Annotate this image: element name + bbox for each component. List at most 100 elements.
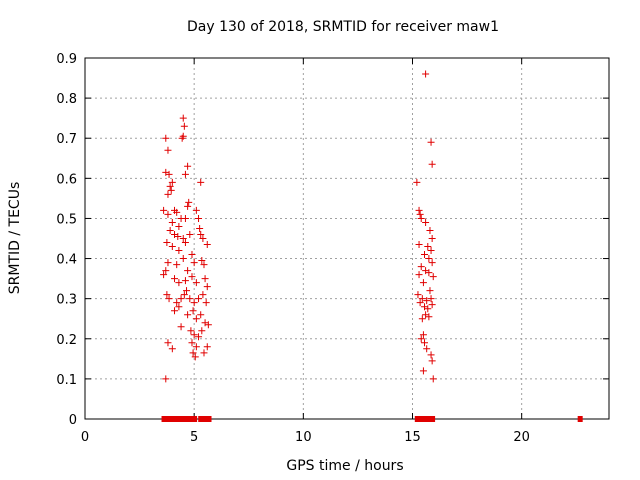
data-point-marker bbox=[425, 313, 433, 321]
data-point-marker bbox=[417, 214, 425, 222]
data-point-marker bbox=[179, 114, 187, 122]
data-point-marker bbox=[427, 351, 435, 359]
data-point-marker bbox=[175, 247, 183, 255]
data-point-marker bbox=[160, 271, 168, 279]
zero-point-marker bbox=[206, 416, 212, 422]
data-point-marker bbox=[428, 301, 436, 309]
data-point-marker bbox=[422, 70, 430, 78]
data-point-marker bbox=[423, 345, 431, 353]
x-tick-labels: 0 5 10 15 20 bbox=[81, 430, 530, 445]
data-point-marker bbox=[181, 239, 189, 247]
data-point-marker bbox=[195, 214, 203, 222]
y-axis-label: SRMTID / TECUs bbox=[7, 182, 23, 295]
y-tick-label: 0.5 bbox=[56, 212, 77, 227]
data-point-marker bbox=[413, 178, 421, 186]
data-point-marker bbox=[181, 170, 189, 178]
data-point-marker bbox=[422, 218, 430, 226]
chart-title: Day 130 of 2018, SRMTID for receiver maw… bbox=[187, 19, 499, 35]
data-point-marker bbox=[187, 327, 195, 335]
data-point-marker bbox=[427, 138, 435, 146]
data-point-marker bbox=[417, 263, 425, 271]
data-point-marker bbox=[204, 321, 212, 329]
data-point-marker bbox=[186, 230, 194, 238]
data-point-marker bbox=[164, 339, 172, 347]
data-point-marker bbox=[183, 287, 191, 295]
y-tick-label: 0.7 bbox=[56, 132, 77, 147]
data-point-marker bbox=[166, 182, 174, 190]
data-point-marker bbox=[190, 259, 198, 267]
data-point-marker bbox=[180, 291, 188, 299]
data-point-marker bbox=[164, 146, 172, 154]
data-point-marker bbox=[419, 367, 427, 375]
data-point-marker bbox=[419, 331, 427, 339]
data-point-marker bbox=[175, 279, 183, 287]
data-point-marker bbox=[192, 279, 200, 287]
data-point-marker bbox=[177, 295, 185, 303]
data-point-marker bbox=[164, 210, 172, 218]
data-point-marker bbox=[192, 206, 200, 214]
data-point-marker bbox=[199, 291, 207, 299]
x-axis-label: GPS time / hours bbox=[286, 458, 403, 474]
data-point-marker bbox=[415, 271, 423, 279]
data-point-marker bbox=[426, 287, 434, 295]
data-point-marker bbox=[166, 226, 174, 234]
data-point-marker bbox=[171, 307, 179, 315]
data-point-marker bbox=[199, 235, 207, 242]
data-point-marker bbox=[173, 261, 181, 269]
data-point-marker bbox=[188, 339, 196, 347]
data-point-marker bbox=[184, 267, 192, 275]
x-tick-label: 10 bbox=[295, 430, 312, 445]
data-point-marker bbox=[418, 295, 426, 303]
data-point-marker bbox=[425, 255, 433, 263]
data-point-marker bbox=[428, 235, 436, 242]
data-point-marker bbox=[203, 283, 211, 291]
data-point-marker bbox=[427, 295, 435, 303]
data-point-marker bbox=[191, 353, 199, 361]
data-point-marker bbox=[185, 198, 193, 206]
data-point-marker bbox=[173, 299, 181, 307]
data-point-marker bbox=[427, 247, 435, 255]
data-point-marker bbox=[179, 235, 187, 242]
grid-lines bbox=[85, 58, 609, 419]
zero-point-marker bbox=[192, 416, 198, 422]
data-point-marker bbox=[163, 239, 171, 247]
data-point-marker bbox=[200, 349, 208, 357]
data-point-marker bbox=[203, 343, 211, 351]
y-tick-label: 0.9 bbox=[56, 52, 77, 67]
data-point-marker bbox=[201, 275, 209, 283]
data-point-marker bbox=[416, 299, 424, 307]
data-point-marker bbox=[200, 261, 208, 269]
y-tick-label: 0.1 bbox=[56, 373, 77, 388]
data-point-marker bbox=[179, 132, 187, 140]
data-points bbox=[160, 70, 583, 422]
data-point-marker bbox=[184, 202, 192, 210]
data-point-marker bbox=[426, 226, 434, 234]
x-tick-label: 0 bbox=[81, 430, 89, 445]
x-tick-label: 15 bbox=[404, 430, 421, 445]
y-tick-label: 0.3 bbox=[56, 293, 77, 308]
plot-border bbox=[84, 57, 610, 420]
data-point-marker bbox=[184, 162, 192, 170]
data-point-marker bbox=[415, 206, 423, 214]
data-point-marker bbox=[196, 224, 204, 232]
data-point-marker bbox=[168, 243, 176, 251]
data-point-marker bbox=[188, 251, 196, 259]
data-point-marker bbox=[162, 375, 170, 383]
data-point-marker bbox=[192, 315, 200, 323]
zero-point-marker bbox=[577, 416, 583, 422]
data-point-marker bbox=[203, 241, 211, 249]
data-point-marker bbox=[160, 206, 168, 214]
axis-ticks bbox=[84, 57, 609, 420]
data-point-marker bbox=[175, 222, 183, 230]
data-point-marker bbox=[165, 295, 173, 303]
y-tick-label: 0 bbox=[69, 413, 77, 428]
x-tick-label: 5 bbox=[190, 430, 198, 445]
data-point-marker bbox=[424, 305, 432, 313]
data-point-marker bbox=[173, 208, 181, 216]
data-point-marker bbox=[195, 333, 203, 341]
data-point-marker bbox=[188, 273, 196, 281]
data-point-marker bbox=[163, 291, 171, 299]
data-point-marker bbox=[168, 218, 176, 226]
data-point-marker bbox=[192, 343, 200, 351]
